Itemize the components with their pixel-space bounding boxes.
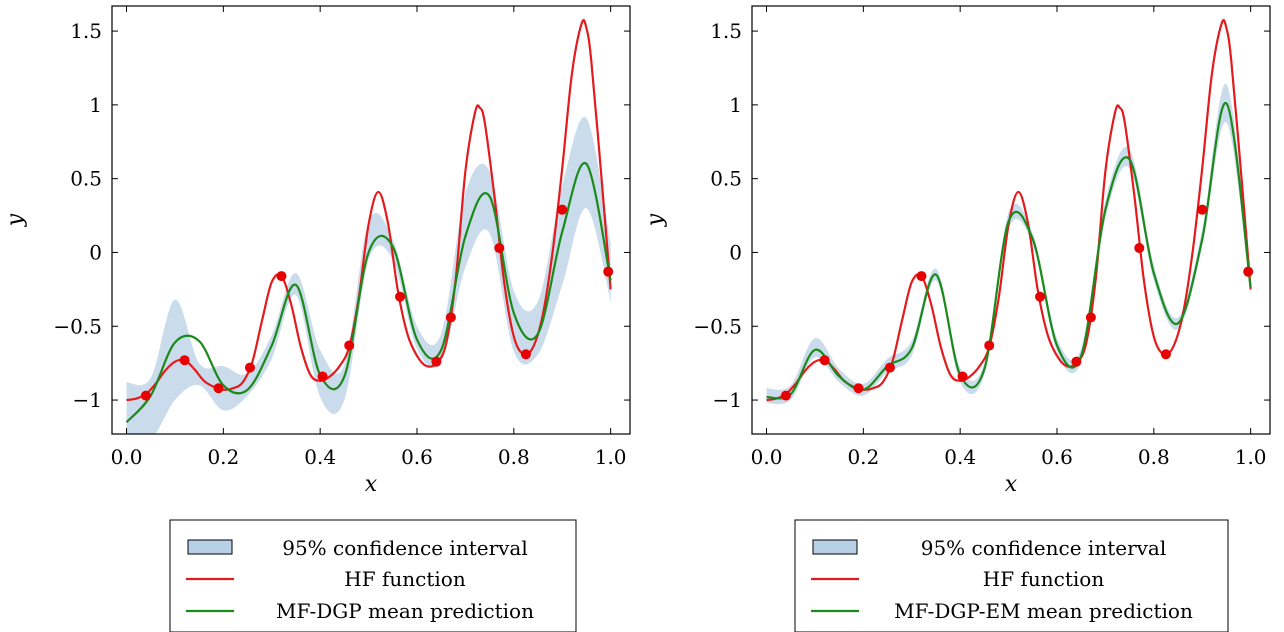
hf-observation-point <box>520 349 531 360</box>
legend-box <box>794 519 1229 632</box>
hf-observation-point <box>213 383 224 394</box>
plot-area <box>125 19 614 434</box>
y-tick-label: 0.5 <box>70 167 102 191</box>
hf-observation-point <box>244 362 255 373</box>
legend: 95% confidence interval HF function MF-DGP… <box>794 519 1229 632</box>
x-tick-label: 0.0 <box>111 445 143 469</box>
hf-observation-point <box>557 204 568 215</box>
plot-area <box>766 19 1254 405</box>
hf-observation-point <box>140 390 151 401</box>
y-tick-label: −0.5 <box>53 314 102 338</box>
hf-observation-point <box>780 390 791 401</box>
x-tick-label: 0.8 <box>498 445 530 469</box>
y-tick-label: 1.5 <box>70 19 102 43</box>
hf-observation-point <box>179 355 190 366</box>
legend-label-confidence-interval: 95% confidence interval <box>921 536 1167 560</box>
legend-swatch-band <box>187 539 233 555</box>
x-tick-label: 0.8 <box>1138 445 1170 469</box>
hf-observation-point <box>317 371 328 382</box>
axes-frame <box>111 5 631 435</box>
confidence-band <box>126 116 611 434</box>
chart-panel-1: 0.0 0.2 0.4 0.6 0.8 1.0 −1 −0.5 0 0.5 1 1.5 x y 95% co… <box>3 5 631 632</box>
x-tick-label: 0.4 <box>304 445 336 469</box>
x-tick-label: 1.0 <box>1235 445 1267 469</box>
legend-label-mean-prediction: MF-DGP-EM mean prediction <box>894 599 1193 623</box>
y-axis-label: y <box>3 213 28 227</box>
hf-observation-point <box>984 340 995 351</box>
hf-observation-point <box>884 362 895 373</box>
x-tick-label: 0.2 <box>207 445 239 469</box>
x-axis-label: x <box>365 472 378 497</box>
y-tick-label: 1.5 <box>710 19 742 43</box>
mean-prediction-line <box>125 161 612 423</box>
legend-label-mean-prediction: MF-DGP mean prediction <box>276 599 534 623</box>
legend-label-hf-function: HF function <box>344 567 466 591</box>
hf-observation-point <box>1134 243 1145 254</box>
hf-observation-point <box>494 243 505 254</box>
axes-frame <box>751 5 1271 435</box>
hf-observation-point <box>431 356 442 367</box>
y-tick-label: −1 <box>73 388 102 412</box>
hf-observation-point <box>395 291 406 302</box>
hf-observation-point <box>1160 349 1171 360</box>
hf-function-line <box>126 19 612 402</box>
y-tick-label: 1 <box>729 93 742 117</box>
x-tick-label: 0.2 <box>847 445 879 469</box>
hf-observation-point <box>957 371 968 382</box>
legend-swatch-band <box>812 539 858 555</box>
hf-observation-point <box>1243 266 1254 277</box>
hf-observation-point <box>1035 291 1046 302</box>
y-tick-label: 0.5 <box>710 167 742 191</box>
x-tick-label: 0.0 <box>751 445 783 469</box>
y-tick-label: 0 <box>89 240 102 264</box>
x-tick-label: 0.6 <box>1041 445 1073 469</box>
hf-observation-point <box>853 383 864 394</box>
legend-label-hf-function: HF function <box>983 567 1105 591</box>
legend-box <box>169 519 577 632</box>
chart-panel-2: 0.0 0.2 0.4 0.6 0.8 1.0 −1 −0.5 0 0.5 1 1.5 x y 95% co… <box>643 5 1271 632</box>
x-axis-label: x <box>1005 472 1018 497</box>
mean-prediction-line <box>766 102 1252 400</box>
y-axis-label: y <box>643 213 668 227</box>
hf-function-line <box>766 19 1252 402</box>
y-tick-label: 1 <box>89 93 102 117</box>
legend: 95% confidence interval HF function MF-DGP… <box>169 519 577 632</box>
hf-observation-point <box>1197 204 1208 215</box>
y-tick-label: −1 <box>713 388 742 412</box>
hf-observation-point <box>276 271 287 282</box>
hf-observation-point <box>819 355 830 366</box>
hf-observation-point <box>1071 356 1082 367</box>
x-tick-label: 0.4 <box>944 445 976 469</box>
y-tick-label: 0 <box>729 240 742 264</box>
y-tick-label: −0.5 <box>693 314 742 338</box>
hf-observation-point <box>344 340 355 351</box>
x-tick-label: 1.0 <box>595 445 627 469</box>
hf-observation-point <box>1085 312 1096 323</box>
hf-observation-point <box>916 271 927 282</box>
x-tick-label: 0.6 <box>401 445 433 469</box>
confidence-band <box>766 83 1251 405</box>
hf-observation-point <box>445 312 456 323</box>
hf-observation-point <box>603 266 614 277</box>
legend-label-confidence-interval: 95% confidence interval <box>282 536 528 560</box>
